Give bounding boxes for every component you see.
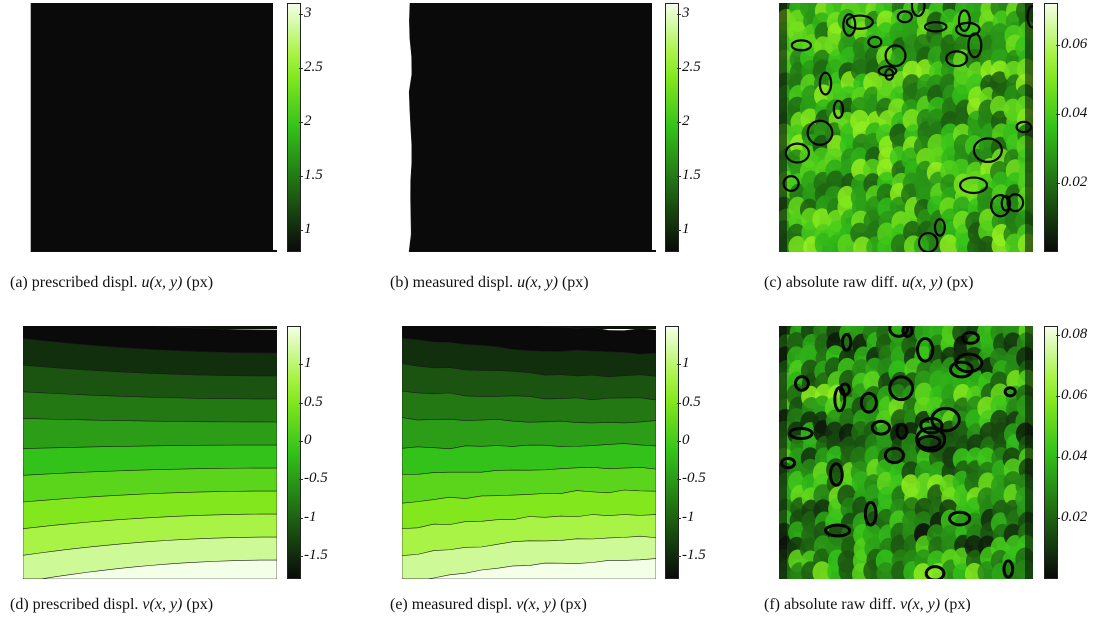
colorbar-tick-f: 0.02 bbox=[1055, 509, 1088, 526]
colorbar-b bbox=[665, 3, 679, 252]
contour-plot-e bbox=[402, 326, 656, 579]
caption-f-prefix: (f) absolute raw diff. bbox=[764, 596, 897, 613]
caption-e-prefix: (e) measured displ. bbox=[390, 596, 513, 613]
colorbar-f bbox=[1044, 326, 1058, 579]
colorbar-c bbox=[1044, 3, 1058, 252]
caption-d-math: v(x, y) bbox=[142, 596, 183, 613]
colorbar-d bbox=[287, 326, 301, 579]
colorbar-tick-e: 0 bbox=[677, 432, 690, 448]
diff-map-f bbox=[779, 326, 1033, 579]
colorbar-tick-b: 2.5 bbox=[677, 58, 701, 75]
caption-f-math: v(x, y) bbox=[900, 596, 941, 613]
colorbar-tick-f: 0.06 bbox=[1055, 387, 1088, 404]
colorbar-tick-c: 0.06 bbox=[1055, 35, 1088, 52]
caption-c-math: u(x, y) bbox=[901, 274, 943, 291]
caption-b-math: u(x, y) bbox=[517, 274, 558, 291]
colorbar-tick-d: 1 bbox=[299, 355, 312, 372]
colorbar-tick-a: 1.5 bbox=[299, 167, 323, 184]
colorbar-tick-e: 1 bbox=[677, 355, 690, 372]
caption-a-unit: (px) bbox=[186, 274, 214, 291]
colorbar-tick-a: 2.5 bbox=[299, 58, 323, 75]
colorbar-tick-a: 1 bbox=[299, 221, 312, 238]
colorbar-tick-a: 3 bbox=[299, 4, 312, 21]
colorbar-tick-d: -1 bbox=[299, 508, 317, 525]
colorbar-tick-a: 2 bbox=[299, 113, 312, 130]
colorbar-e bbox=[665, 326, 679, 579]
colorbar-tick-f: 0.08 bbox=[1055, 326, 1088, 343]
caption-c-prefix: (c) absolute raw diff. bbox=[764, 274, 898, 291]
colorbar-tick-e: 0.5 bbox=[677, 393, 701, 410]
caption-d-unit: (px) bbox=[186, 596, 214, 613]
colorbar-tick-d: -0.5 bbox=[299, 470, 328, 487]
colorbar-tick-e: -1 bbox=[677, 508, 695, 525]
caption-e-math: v(x, y) bbox=[516, 596, 557, 613]
caption-b: (b) measured displ. u(x, y) (px) bbox=[390, 274, 589, 292]
caption-e: (e) measured displ. v(x, y) (px) bbox=[390, 596, 587, 614]
colorbar-tick-c: 0.02 bbox=[1055, 173, 1088, 190]
colorbar-tick-d: 0.5 bbox=[299, 393, 323, 410]
contour-plot-d bbox=[23, 326, 277, 579]
colorbar-tick-d: 0 bbox=[299, 432, 312, 448]
caption-b-prefix: (b) measured displ. bbox=[390, 274, 514, 291]
colorbar-tick-f: 0.04 bbox=[1055, 448, 1088, 465]
colorbar-tick-b: 1.5 bbox=[677, 167, 701, 184]
colorbar-tick-b: 3 bbox=[677, 4, 690, 21]
caption-c-unit: (px) bbox=[946, 274, 974, 291]
caption-d-prefix: (d) prescribed displ. bbox=[10, 596, 139, 613]
caption-c: (c) absolute raw diff. u(x, y) (px) bbox=[764, 274, 973, 292]
contour-plot-b bbox=[402, 3, 656, 252]
caption-a: (a) prescribed displ. u(x, y) (px) bbox=[10, 274, 213, 292]
caption-f-unit: (px) bbox=[944, 596, 971, 613]
caption-b-unit: (px) bbox=[561, 274, 589, 291]
diff-map-c bbox=[779, 3, 1033, 252]
colorbar-tick-e: -0.5 bbox=[677, 470, 706, 487]
colorbar-tick-d: -1.5 bbox=[299, 547, 328, 563]
caption-e-unit: (px) bbox=[560, 596, 587, 613]
caption-a-math: u(x, y) bbox=[141, 274, 183, 291]
colorbar-tick-c: 0.04 bbox=[1055, 104, 1088, 121]
caption-f: (f) absolute raw diff. v(x, y) (px) bbox=[764, 596, 971, 614]
colorbar-a bbox=[287, 3, 301, 252]
caption-d: (d) prescribed displ. v(x, y) (px) bbox=[10, 596, 213, 614]
colorbar-tick-b: 1 bbox=[677, 221, 690, 238]
caption-a-prefix: (a) prescribed displ. bbox=[10, 274, 138, 291]
colorbar-tick-b: 2 bbox=[677, 113, 690, 130]
colorbar-tick-e: -1.5 bbox=[677, 547, 706, 563]
contour-plot-a bbox=[23, 3, 277, 252]
